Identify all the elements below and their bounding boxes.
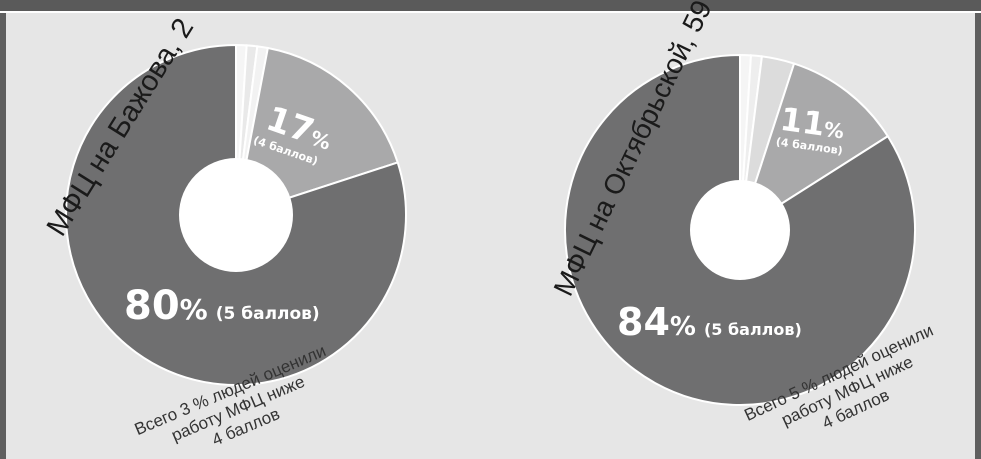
donut-2-small-number: 11	[778, 100, 827, 144]
donut-2-big-number: 84	[617, 300, 670, 344]
donut-1-slice-4-points	[234, 46, 399, 217]
frame-border-left	[0, 13, 6, 459]
donut-1-hole	[179, 158, 293, 272]
donut-2-hole	[690, 180, 790, 280]
svg-text:11%: 11%	[778, 100, 847, 147]
donut-1-big-number: 80	[124, 283, 180, 329]
donut-2-big-percent: %	[670, 312, 696, 342]
donut-chart-2: МФЦ на Октябрьской, 59 84% (5 баллов) 11%…	[548, 0, 937, 433]
donut-1-big-label: 80% (5 баллов)	[124, 283, 320, 329]
top-bar-rule	[0, 11, 981, 13]
frame-border-right	[975, 13, 981, 459]
donut-chart-1: МФЦ на Бажова, 2 80% (5 баллов) 17% (4 ба…	[41, 13, 407, 450]
donut-2-big-suffix: (5 баллов)	[704, 320, 802, 339]
donut-2-slice-4-points	[738, 62, 890, 233]
donut-2-big-label: 84% (5 баллов)	[617, 300, 802, 344]
donut-2-small-percent: %	[822, 117, 845, 144]
donut-1-slice-5-points	[65, 43, 407, 386]
donut-1-big-suffix: (5 баллов)	[216, 304, 320, 324]
donut-2-small-label: 11% (4 баллов)	[775, 100, 847, 158]
top-bar	[0, 0, 981, 11]
donut-1-big-percent: %	[180, 293, 208, 326]
